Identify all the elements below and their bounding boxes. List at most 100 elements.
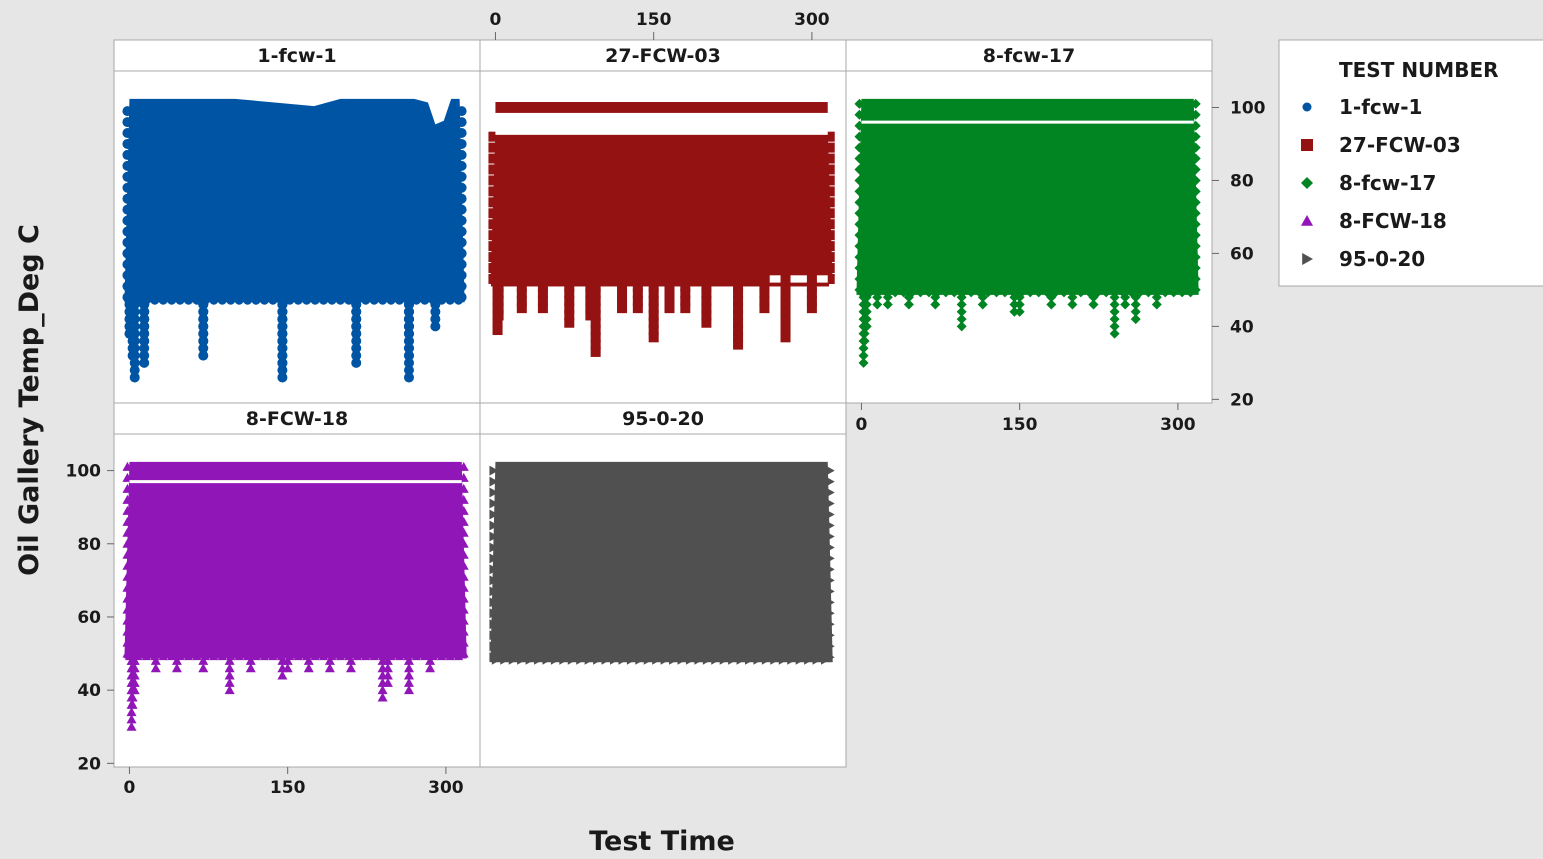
edge-point (534, 655, 543, 665)
edge-point (122, 483, 133, 493)
edge-point (122, 106, 133, 117)
edge-point (378, 295, 388, 305)
data-point (1009, 299, 1020, 310)
data-point (277, 321, 288, 332)
data-point (733, 295, 744, 306)
data-point (198, 335, 209, 346)
edge-point (825, 542, 835, 553)
data-point (590, 303, 601, 314)
data-point (632, 281, 643, 292)
data-point (403, 372, 414, 383)
edge-point (122, 593, 133, 603)
data-point (664, 273, 675, 284)
edge-point (456, 292, 467, 303)
edge-point (825, 476, 835, 487)
edge-point (141, 652, 151, 661)
data-point (759, 295, 770, 306)
panel-strip (479, 402, 847, 435)
data-point (198, 350, 209, 361)
edge-point (1076, 288, 1086, 298)
data-point (1046, 292, 1057, 303)
data-point (585, 288, 596, 299)
edge-point (251, 295, 261, 305)
data-point (759, 303, 770, 314)
data-point (733, 325, 744, 336)
edge-point (488, 219, 499, 230)
edge-point (327, 295, 337, 305)
data-point (382, 663, 393, 673)
edge-point (991, 288, 1001, 298)
edge-point (744, 277, 754, 287)
data-point (303, 655, 314, 665)
edge-point (1190, 197, 1201, 208)
x-tick-label: 0 (124, 778, 136, 798)
edge-point (122, 259, 133, 270)
data-point (430, 321, 441, 332)
data-point (1109, 306, 1120, 317)
data-point (245, 648, 256, 658)
edge-point (489, 597, 499, 608)
data-point (351, 335, 362, 346)
data-point (680, 281, 691, 292)
edge-point (251, 652, 261, 661)
data-point (303, 663, 314, 673)
data-point (664, 281, 675, 292)
data-point (648, 310, 659, 321)
edge-point (488, 252, 499, 263)
data-point (129, 655, 140, 665)
data-point (129, 663, 140, 673)
edge-point (456, 193, 467, 204)
edge-point (854, 230, 865, 241)
data-point (303, 648, 314, 658)
edge-point (825, 520, 835, 531)
data-point (590, 281, 601, 292)
data-point (590, 288, 601, 299)
data-point (537, 303, 548, 314)
data-point (1014, 306, 1025, 317)
data-point (648, 317, 659, 328)
edge-point (517, 655, 526, 665)
edge-point (499, 277, 509, 287)
data-point (224, 677, 235, 687)
data-point (198, 306, 209, 317)
data-point (1009, 306, 1020, 317)
data-point (277, 292, 288, 303)
edge-point (158, 652, 168, 661)
data-point (632, 295, 643, 306)
edge-point (1190, 164, 1201, 175)
edge-point (122, 193, 133, 204)
data-point (1009, 292, 1020, 303)
panel-8-fcw-18: 8-FCW-18 (113, 402, 481, 768)
edge-point (694, 655, 703, 665)
data-point (382, 677, 393, 687)
edge-point (652, 655, 661, 665)
data-point (1130, 306, 1141, 317)
data-point (858, 343, 869, 354)
edge-point (966, 288, 976, 298)
edge-point (1025, 288, 1035, 298)
dense-band (124, 461, 467, 659)
edge-point (122, 171, 133, 182)
data-point (664, 303, 675, 314)
edge-point (825, 608, 835, 619)
legend-marker (1301, 215, 1313, 226)
data-point (129, 350, 140, 361)
edge-point (458, 505, 469, 515)
edge-point (824, 164, 835, 175)
data-point (403, 350, 414, 361)
edge-point (1190, 263, 1201, 274)
data-point (171, 648, 182, 658)
data-point (956, 292, 967, 303)
data-point (224, 663, 235, 673)
data-point (564, 288, 575, 299)
data-point (733, 303, 744, 314)
data-point (1109, 328, 1120, 339)
edge-point (825, 630, 835, 641)
edge-point (488, 263, 499, 274)
edge-point (1190, 175, 1201, 186)
edge-point (550, 655, 560, 665)
edge-point (609, 277, 619, 287)
edge-point (489, 487, 499, 498)
edge-point (489, 586, 499, 597)
edge-point (601, 655, 610, 665)
